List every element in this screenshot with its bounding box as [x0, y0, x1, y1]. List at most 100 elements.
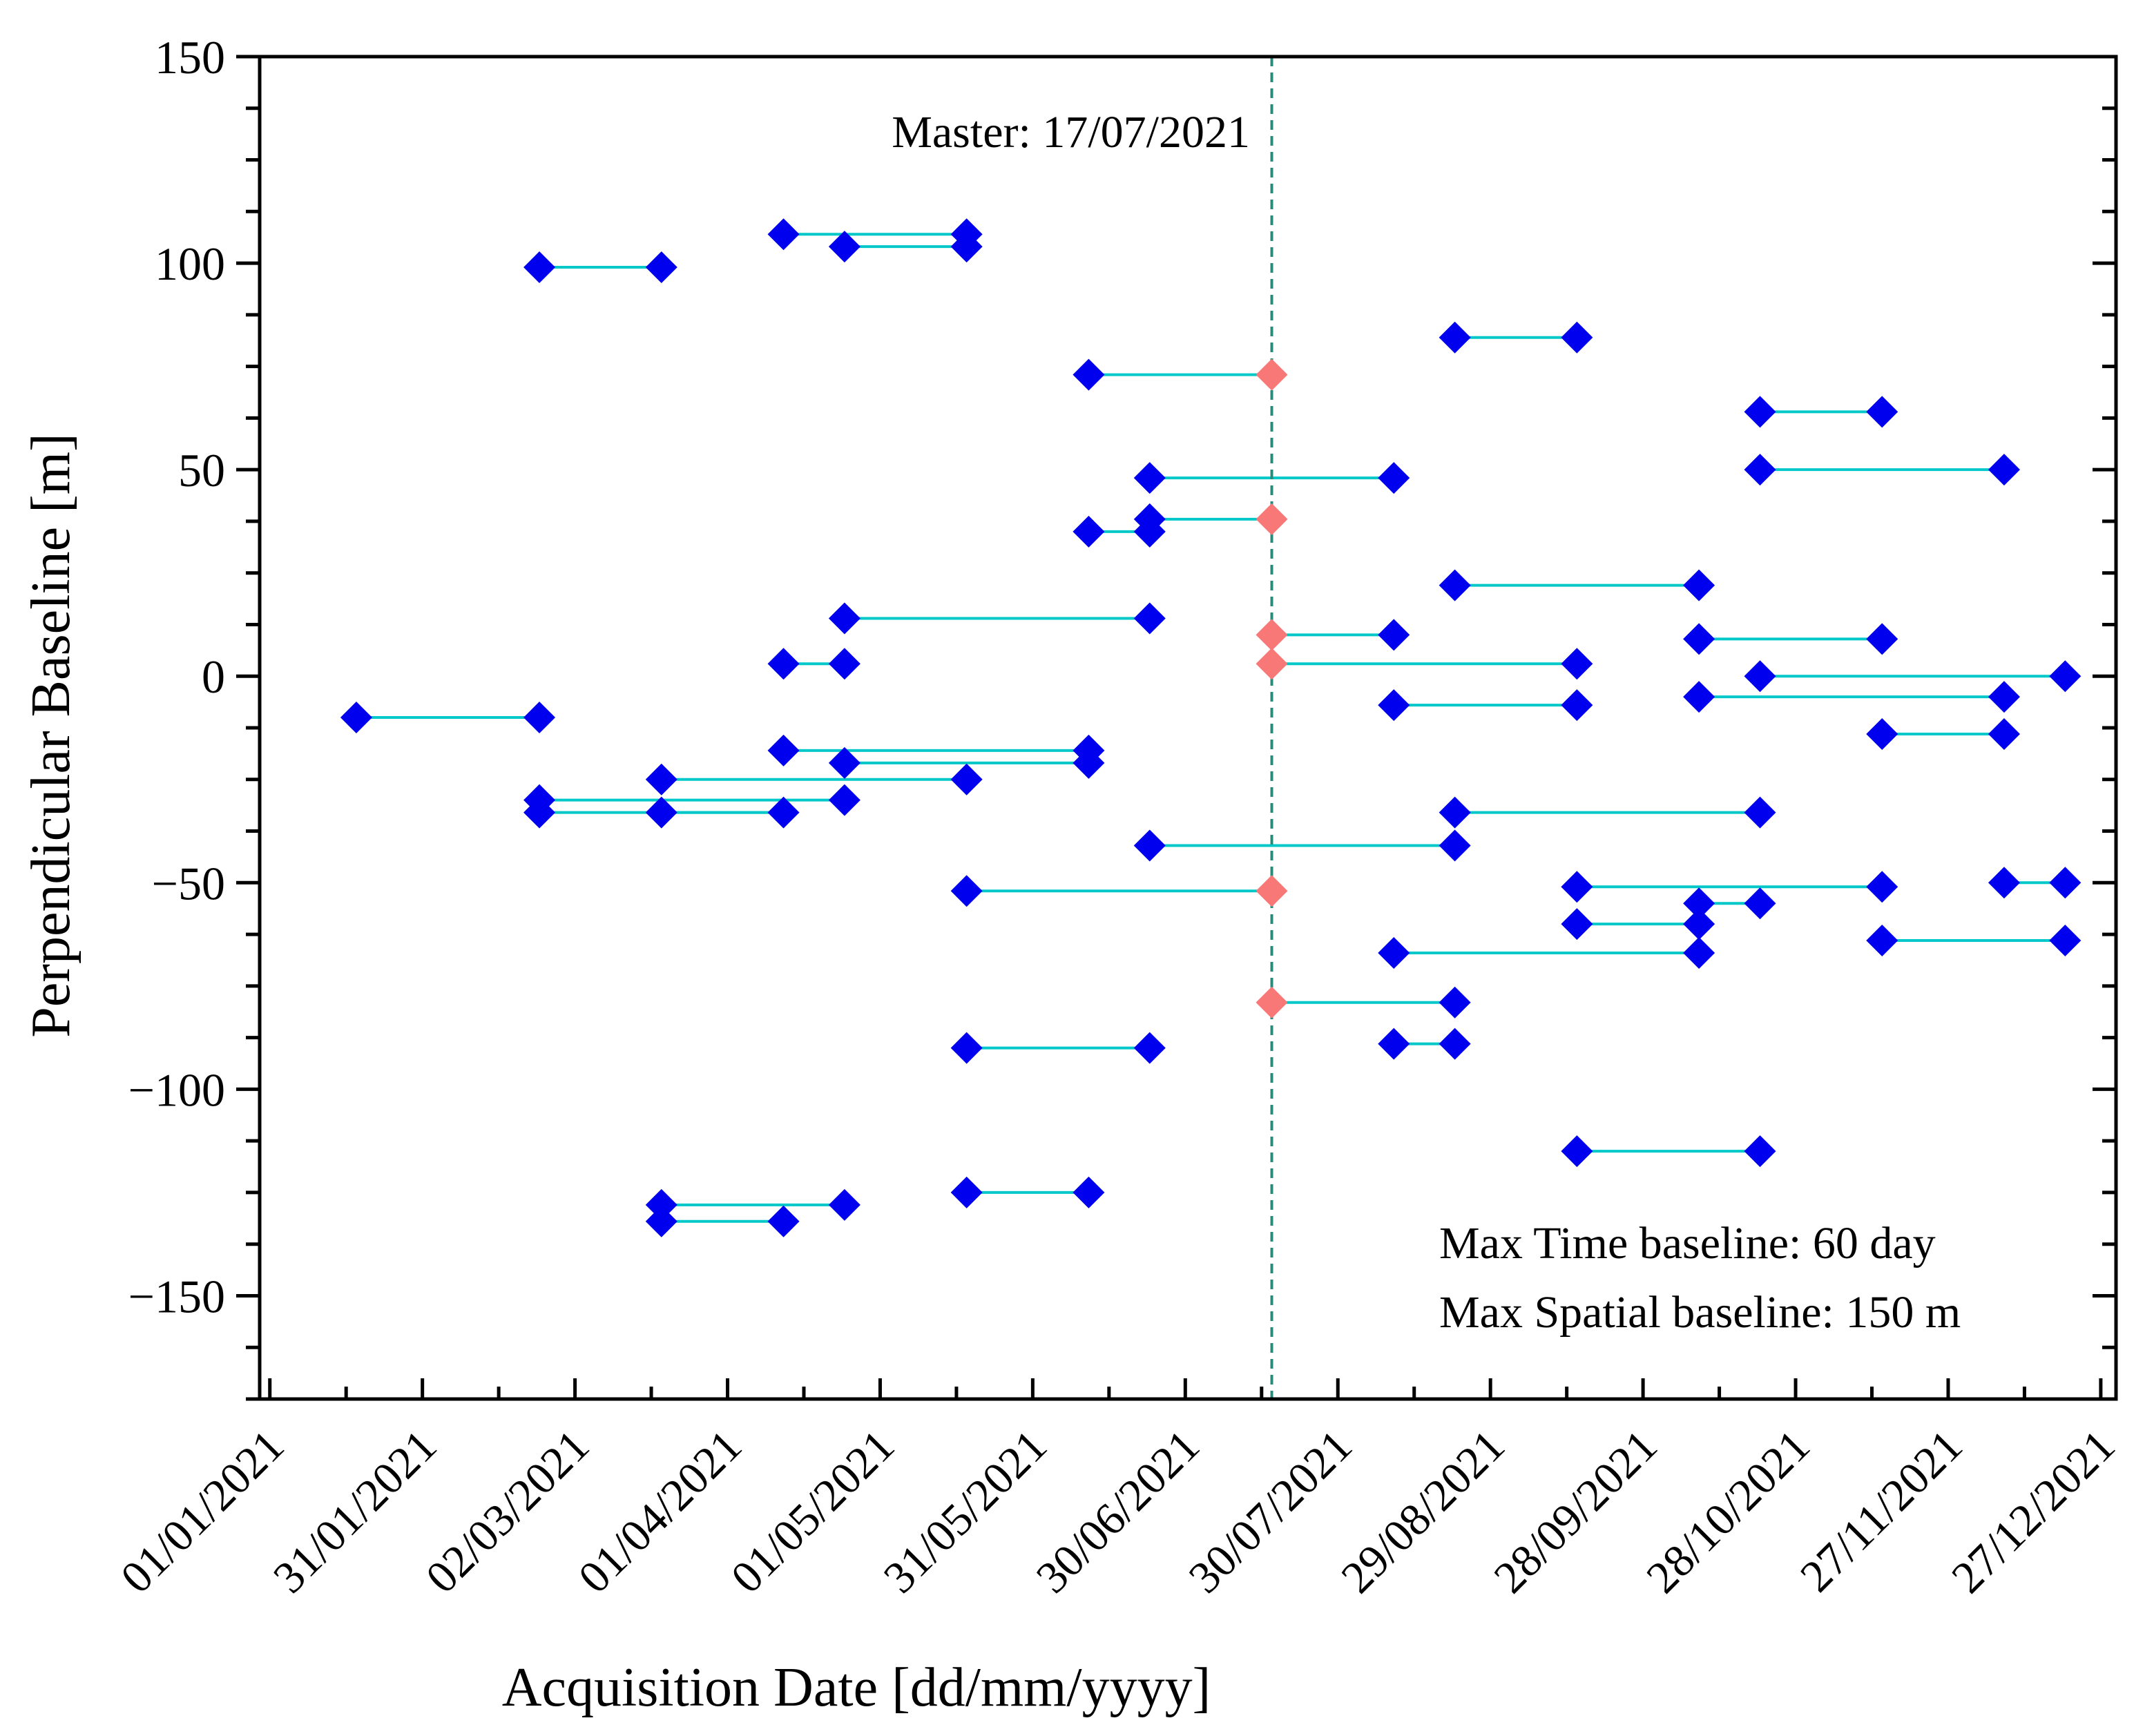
master-point-47 [1256, 986, 1288, 1019]
acquisition-point-17 [767, 648, 800, 680]
acquisition-point-19 [767, 734, 800, 766]
acquisition-point-38 [1378, 462, 1410, 494]
acquisition-points [340, 218, 2081, 1237]
x-tick-label-2: 02/03/2021 [416, 1420, 599, 1603]
y-tick-label-1: 100 [155, 238, 225, 290]
acquisition-point-21 [828, 231, 860, 263]
acquisition-point-62 [1866, 871, 1898, 903]
y-axis-title: Perpendicular Baseline [m] [21, 433, 81, 1037]
x-tick-label-8: 29/08/2021 [1332, 1420, 1514, 1603]
acquisition-point-42 [1439, 829, 1471, 862]
acquisition-point-73 [1744, 396, 1776, 428]
acquisition-point-41 [1133, 829, 1166, 862]
acquisition-point-13 [645, 1205, 677, 1237]
max-spatial-baseline-note: Max Spatial baseline: 150 m [1439, 1287, 1961, 1338]
acquisition-point-67 [1683, 623, 1715, 655]
master-point-40 [1256, 503, 1288, 535]
acquisition-point-44 [1378, 619, 1410, 651]
acquisition-point-79 [1866, 717, 1898, 750]
plot-area [260, 57, 2116, 1399]
acquisition-point-9 [950, 763, 983, 795]
acquisition-point-22 [950, 231, 983, 263]
master-point-43 [1256, 619, 1288, 651]
acquisition-point-50 [1561, 689, 1593, 722]
acquisition-point-30 [1133, 1032, 1166, 1064]
master-point-45 [1256, 648, 1288, 680]
acquisition-point-7 [767, 796, 800, 829]
acquisition-point-12 [828, 1188, 860, 1221]
acquisition-point-14 [767, 1205, 800, 1237]
x-tick-label-7: 30/07/2021 [1180, 1420, 1362, 1603]
acquisition-point-35 [1073, 515, 1105, 548]
acquisition-point-52 [1683, 936, 1715, 969]
acquisition-point-75 [1744, 454, 1776, 486]
acquisition-point-49 [1378, 689, 1410, 722]
acquisition-point-68 [1866, 623, 1898, 655]
acquisition-point-11 [645, 1188, 677, 1221]
y-tick-label-3: 0 [202, 650, 225, 703]
acquisition-point-0 [340, 702, 372, 734]
y-tick-label-0: 150 [155, 31, 225, 84]
acquisition-point-2 [523, 251, 556, 284]
acquisition-point-83 [1988, 867, 2020, 899]
x-tick-label-10: 28/10/2021 [1637, 1420, 1819, 1603]
acquisition-point-51 [1378, 936, 1410, 969]
acquisition-point-37 [1133, 462, 1166, 494]
acquisition-point-66 [1744, 1135, 1776, 1168]
pair-links [356, 233, 2066, 1223]
acquisition-point-46 [1561, 648, 1593, 680]
acquisition-point-59 [1439, 796, 1471, 829]
acquisition-point-55 [1439, 321, 1471, 354]
y-tick-label-5: −100 [128, 1063, 225, 1116]
x-tick-label-9: 28/09/2021 [1484, 1420, 1666, 1603]
acquisition-point-74 [1866, 396, 1898, 428]
acquisition-point-10 [645, 796, 677, 829]
acquisition-point-63 [1561, 908, 1593, 941]
acquisition-point-57 [1439, 569, 1471, 601]
acquisition-point-77 [1744, 660, 1776, 693]
plot-background [260, 57, 2116, 1399]
x-tick-label-4: 01/05/2021 [722, 1420, 904, 1603]
acquisition-point-54 [1439, 1028, 1471, 1060]
acquisition-point-1 [523, 702, 556, 734]
acquisition-point-8 [645, 763, 677, 795]
acquisition-point-33 [1073, 358, 1105, 391]
acquisition-point-48 [1439, 986, 1471, 1019]
max-time-baseline-note: Max Time baseline: 60 day [1439, 1218, 1936, 1269]
acquisition-point-72 [1744, 887, 1776, 920]
acquisition-point-56 [1561, 321, 1593, 354]
acquisition-point-69 [1683, 681, 1715, 713]
acquisition-point-3 [645, 251, 677, 284]
x-axis-title: Acquisition Date [dd/mm/yyyy] [502, 1657, 1211, 1718]
acquisition-point-82 [2049, 925, 2081, 957]
acquisition-point-53 [1378, 1028, 1410, 1060]
acquisition-point-80 [1988, 717, 2020, 750]
acquisition-point-64 [1683, 908, 1715, 941]
x-tick-label-1: 31/01/2021 [264, 1420, 446, 1603]
acquisition-point-81 [1866, 925, 1898, 957]
acquisition-point-25 [828, 746, 860, 779]
master-point-28 [1256, 875, 1288, 907]
acquisition-point-27 [950, 875, 983, 907]
master-label: Master: 17/07/2021 [892, 107, 1250, 157]
acquisition-point-18 [828, 648, 860, 680]
acquisition-point-84 [2049, 867, 2081, 899]
acquisition-point-31 [950, 1176, 983, 1208]
master-point-34 [1256, 358, 1288, 391]
acquisition-point-61 [1561, 871, 1593, 903]
acquisition-point-39 [1133, 503, 1166, 535]
acquisition-point-15 [767, 218, 800, 251]
x-tick-label-3: 01/04/2021 [569, 1420, 751, 1603]
acquisition-point-32 [1073, 1176, 1105, 1208]
acquisition-point-23 [828, 602, 860, 635]
y-tick-label-6: −150 [128, 1270, 225, 1322]
acquisition-point-26 [1073, 746, 1105, 779]
y-tick-label-4: −50 [152, 857, 225, 909]
x-tick-label-5: 31/05/2021 [874, 1420, 1057, 1603]
acquisition-point-70 [1988, 681, 2020, 713]
x-tick-label-6: 30/06/2021 [1027, 1420, 1209, 1603]
acquisition-point-6 [523, 796, 556, 829]
acquisition-point-24 [1133, 602, 1166, 635]
x-tick-label-12: 27/12/2021 [1942, 1420, 2124, 1603]
